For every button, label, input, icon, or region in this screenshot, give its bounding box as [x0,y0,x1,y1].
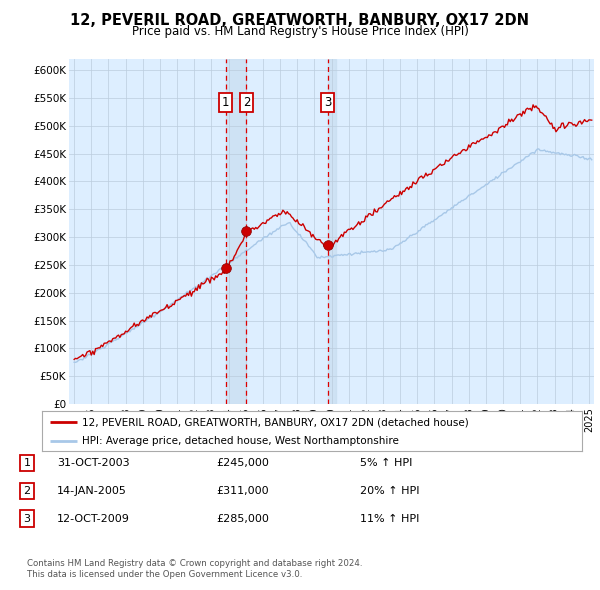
Text: 14-JAN-2005: 14-JAN-2005 [57,486,127,496]
Text: 5% ↑ HPI: 5% ↑ HPI [360,458,412,468]
Bar [226,59,247,404]
Text: £245,000: £245,000 [216,458,269,468]
Text: 1: 1 [23,458,31,468]
Text: £311,000: £311,000 [216,486,269,496]
Text: 12, PEVERIL ROAD, GREATWORTH, BANBURY, OX17 2DN: 12, PEVERIL ROAD, GREATWORTH, BANBURY, O… [71,13,530,28]
Text: 31-OCT-2003: 31-OCT-2003 [57,458,130,468]
Text: This data is licensed under the Open Government Licence v3.0.: This data is licensed under the Open Gov… [27,571,302,579]
Text: Contains HM Land Registry data © Crown copyright and database right 2024.: Contains HM Land Registry data © Crown c… [27,559,362,568]
Text: 3: 3 [324,96,331,109]
Text: 2: 2 [242,96,250,109]
Text: 1: 1 [222,96,229,109]
Text: 20% ↑ HPI: 20% ↑ HPI [360,486,419,496]
Text: £285,000: £285,000 [216,514,269,523]
Text: 2: 2 [23,486,31,496]
Text: HPI: Average price, detached house, West Northamptonshire: HPI: Average price, detached house, West… [83,435,400,445]
Text: 12, PEVERIL ROAD, GREATWORTH, BANBURY, OX17 2DN (detached house): 12, PEVERIL ROAD, GREATWORTH, BANBURY, O… [83,417,469,427]
Text: 11% ↑ HPI: 11% ↑ HPI [360,514,419,523]
Text: 12-OCT-2009: 12-OCT-2009 [57,514,130,523]
Text: Price paid vs. HM Land Registry's House Price Index (HPI): Price paid vs. HM Land Registry's House … [131,25,469,38]
Bar [328,59,337,404]
Text: 3: 3 [23,514,31,523]
